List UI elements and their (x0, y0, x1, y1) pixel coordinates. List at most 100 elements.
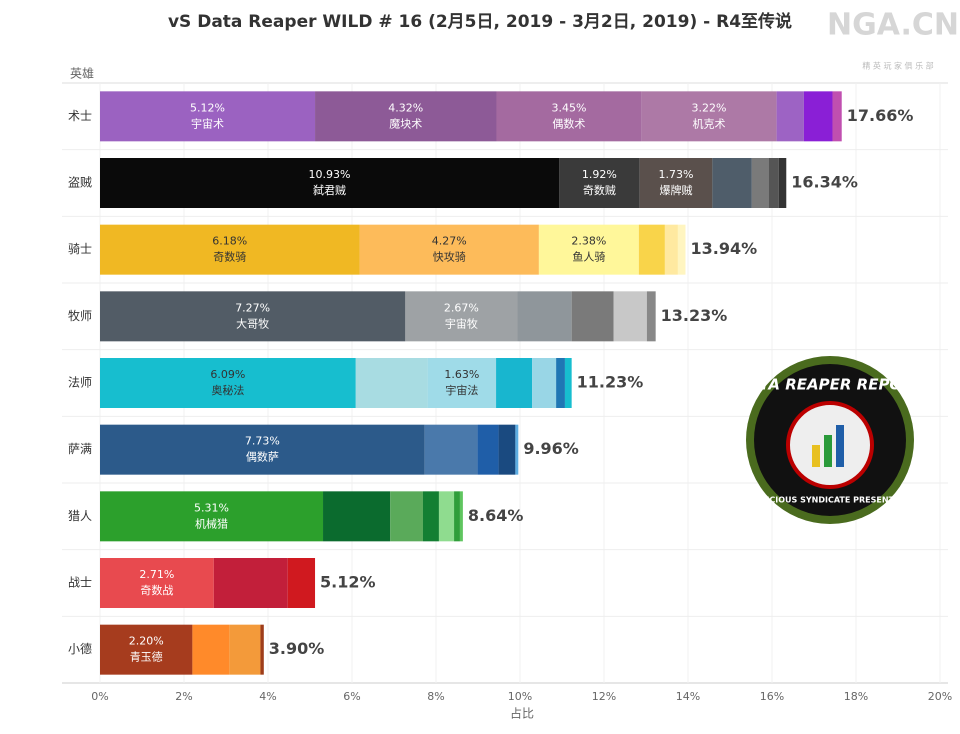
bar-segment (192, 624, 230, 675)
segment-name-label: 机克术 (693, 116, 726, 130)
x-tick-label: 10% (508, 690, 532, 703)
category-label: 盗贼 (68, 175, 92, 190)
segment-value-label: 7.27% (235, 301, 270, 314)
bar-segment (776, 91, 804, 142)
segment-value-label: 2.20% (129, 635, 164, 648)
bar-segment (556, 358, 565, 408)
badge-icon (836, 425, 844, 467)
segment-name-label: 青玉德 (130, 650, 163, 664)
x-tick-label: 2% (175, 690, 192, 703)
bar-segment (564, 358, 572, 408)
x-tick-label: 6% (343, 690, 360, 703)
bar-segment (359, 224, 539, 275)
x-tick-label: 12% (592, 690, 616, 703)
bar-segment (323, 491, 391, 542)
bar-segment (427, 358, 497, 408)
segment-name-label: 弑君贼 (313, 183, 346, 197)
bar-segment (260, 624, 264, 675)
bar-segment (213, 558, 288, 608)
bar-segment (832, 91, 842, 142)
segment-value-label: 4.32% (388, 101, 423, 114)
total-label: 13.94% (690, 239, 757, 258)
x-tick-label: 0% (91, 690, 108, 703)
bar-segment (405, 291, 518, 342)
segment-name-label: 奥秘法 (211, 383, 244, 397)
bar-segment (100, 158, 560, 208)
chart-title: vS Data Reaper WILD # 16 (2月5日, 2019 - 3… (168, 11, 792, 32)
bar-segment (454, 491, 460, 542)
segment-value-label: 1.63% (444, 368, 479, 381)
segment-name-label: 爆牌贼 (660, 183, 693, 197)
badge-subtitle: VICIOUS SYNDICATE PRESENTS (760, 496, 900, 505)
bar-segment (424, 424, 478, 475)
segment-name-label: 宇宙术 (191, 116, 224, 130)
bar-segment (641, 91, 777, 142)
segment-name-label: 宇宙牧 (445, 316, 478, 330)
bar-segment (559, 158, 640, 208)
x-tick-label: 18% (844, 690, 868, 703)
watermark-subtitle: 精 英 玩 家 俱 乐 部 (862, 61, 933, 71)
bar-segment (100, 224, 360, 275)
bar-segment (778, 158, 787, 208)
total-label: 8.64% (468, 506, 524, 525)
segment-value-label: 10.93% (309, 168, 351, 181)
bar-segment (100, 91, 316, 142)
bar-segment (532, 358, 557, 408)
bar-segment (751, 158, 769, 208)
segment-value-label: 6.18% (212, 235, 247, 248)
total-label: 17.66% (847, 106, 914, 125)
segment-name-label: 奇数战 (140, 584, 173, 597)
bar-segment (538, 224, 639, 275)
bar-segment (100, 558, 214, 608)
category-label: 猎人 (68, 509, 92, 523)
badge-icon (812, 445, 820, 467)
bar-segment (100, 624, 193, 675)
bar-segment (390, 491, 423, 542)
bar-segment (613, 291, 647, 342)
segment-value-label: 3.22% (692, 101, 727, 114)
segment-name-label: 鱼人骑 (572, 250, 605, 264)
x-axis-title: 占比 (510, 706, 534, 721)
bar-segment (803, 91, 833, 142)
bar-segment (287, 558, 316, 608)
category-label: 牧师 (68, 309, 92, 323)
category-label: 萨满 (68, 442, 92, 456)
bar-segment (477, 424, 499, 475)
segment-value-label: 1.92% (582, 168, 617, 181)
bar-segment (646, 291, 656, 342)
segment-value-label: 3.45% (551, 101, 586, 114)
segment-value-label: 5.31% (194, 501, 229, 514)
bar-segment (438, 491, 455, 542)
badge-title: DATA REAPER REPORT (737, 376, 925, 394)
bar-segment (422, 491, 439, 542)
bar-segment (355, 358, 428, 408)
bar-segment (515, 424, 519, 475)
segment-name-label: 魔块术 (389, 116, 422, 130)
segment-value-label: 1.73% (659, 168, 694, 181)
segment-value-label: 7.73% (245, 435, 280, 448)
segment-value-label: 2.38% (571, 235, 606, 248)
segment-name-label: 快攻骑 (433, 250, 466, 264)
total-label: 13.23% (661, 306, 728, 325)
bar-segment (100, 291, 406, 342)
segment-name-label: 宇宙法 (445, 383, 478, 397)
total-label: 3.90% (269, 639, 325, 658)
bar-segment (459, 491, 463, 542)
category-label: 小德 (68, 641, 92, 656)
bar-segment (315, 91, 497, 142)
x-tick-label: 16% (760, 690, 784, 703)
category-label: 术士 (68, 109, 92, 123)
x-tick-label: 20% (928, 690, 952, 703)
bar-segment (712, 158, 752, 208)
segment-name-label: 奇数贼 (583, 183, 616, 197)
segment-name-label: 机械猎 (195, 516, 228, 530)
segment-value-label: 4.27% (432, 235, 467, 248)
category-label: 骑士 (68, 242, 92, 256)
bar-segment (496, 358, 533, 408)
bar-segment (100, 491, 324, 542)
bar-segment (677, 224, 686, 275)
bar-segment (639, 158, 713, 208)
badge: DATA REAPER REPORT VICIOUS SYNDICATE PRE… (737, 356, 925, 524)
bar-segment (100, 358, 356, 408)
